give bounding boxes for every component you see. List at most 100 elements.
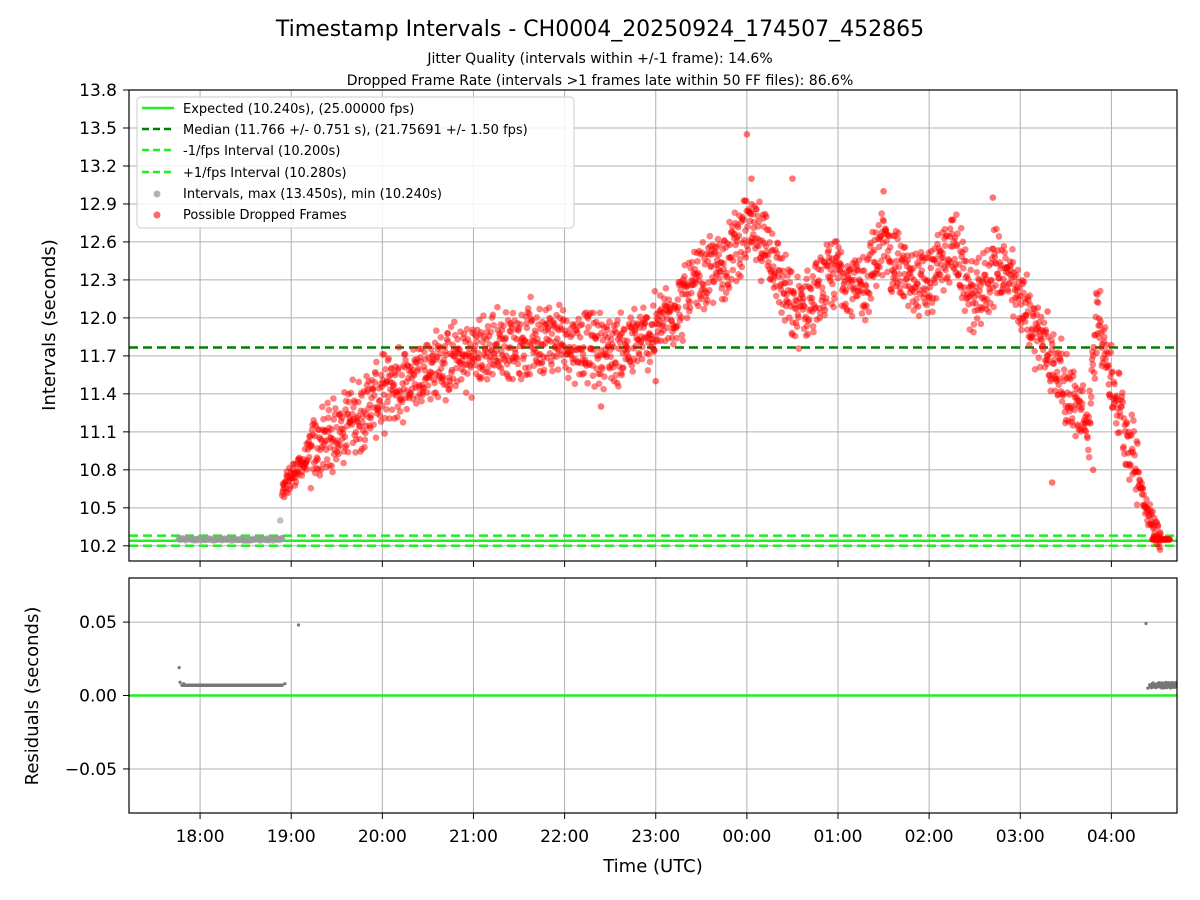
dropped-frame-point [822,295,830,302]
dropped-frame-point [801,303,808,310]
residual-point [1173,683,1177,687]
dropped-frame-point [910,307,917,314]
dropped-frame-point [883,237,890,245]
dropped-frame-point [388,406,396,413]
dropped-frame-point [590,346,598,353]
interval-point [219,536,227,543]
dropped-frame-point [791,332,799,340]
dropped-frame-point [380,351,388,358]
dropped-frame-point [590,309,597,317]
interval-point [228,536,236,543]
interval-point [256,536,263,543]
dropped-frame-point [502,334,509,342]
dropped-frame-point [1096,287,1104,295]
dropped-frame-point [390,381,398,389]
dropped-frame-point [628,362,636,369]
top-y-tick-label: 10.5 [79,499,117,519]
dropped-frame-point [914,280,922,288]
dropped-frame-point [372,370,379,378]
dropped-frame-point [589,372,597,380]
dropped-frame-point [579,350,587,358]
dropped-frame-point [454,336,461,343]
dropped-frame-point [790,290,798,297]
dropped-frame-point [813,259,820,266]
dropped-frame-point [900,293,908,300]
x-tick-label: 21:00 [449,827,498,847]
dropped-frame-point [394,403,402,410]
top-y-tick-label: 11.4 [79,385,117,405]
dropped-frame-point [816,314,824,322]
dropped-frame-point [973,315,981,322]
dropped-frame-point [1093,349,1100,356]
dropped-frame-point [314,456,322,463]
dropped-frame-point [552,353,560,361]
dropped-frame-point [1115,370,1123,377]
dropped-frame-point [964,275,972,283]
dropped-frame-point [547,338,555,345]
dropped-frame-point [484,322,492,330]
dropped-frame-point [584,379,591,387]
dropped-frame-point [735,232,743,240]
dropped-frame-point [463,325,471,333]
dropped-frame-point [915,262,922,269]
dropped-frame-point [942,266,949,274]
dropped-frame-point [329,468,336,476]
dropped-frame-point [520,342,527,350]
residual-point [280,683,284,687]
dropped-frame-point [599,365,606,372]
dropped-frame-point [596,309,604,317]
top-y-tick-label: 12.6 [79,233,117,253]
dropped-frame-point [858,310,866,317]
dropped-frame-point [514,360,522,368]
dropped-frame-point [391,371,399,379]
dropped-frame-point [986,289,994,296]
dropped-frame-point [927,264,935,272]
dropped-frame-point [1055,381,1063,388]
dropped-frame-point [970,328,977,336]
dropped-frame-point [371,392,378,399]
dropped-frame-point [412,400,420,407]
dropped-frame-point [1038,336,1046,344]
dropped-frame-point [308,442,315,450]
top-plot-ticks: 10.2 10.5 10.8 11.1 11.4 11.7 12.0 12.3 12.6 12.9… [79,81,1112,567]
dropped-frame-point [456,346,463,353]
dropped-frame-point [1048,346,1056,353]
dropped-frame-point [765,258,772,266]
dropped-frame-point [1048,479,1056,486]
dropped-frame-point [931,279,939,287]
dropped-frame-point [756,198,763,206]
dropped-frame-point [516,370,523,377]
dropped-frame-point [375,407,382,414]
dropped-frame-point [1012,301,1020,309]
dropped-frame-point [328,462,336,470]
dropped-frame-point [559,307,567,314]
dropped-frame-point [1086,387,1093,395]
dropped-frame-point [421,348,428,356]
dropped-frame-point [800,294,807,302]
dropped-frame-point [1079,387,1086,395]
dropped-frame-point [631,305,638,313]
dropped-frame-point [1050,356,1058,363]
dropped-frame-point [695,302,702,310]
dropped-frame-point [725,284,733,292]
top-y-tick-label: 10.2 [79,537,117,557]
residual-point [234,683,239,687]
dropped-frame-point [370,421,377,428]
x-tick-label: 20:00 [358,827,407,847]
x-axis-label: Time (UTC) [602,856,703,877]
dropped-frame-point [544,324,552,332]
dropped-frame-point [805,316,813,323]
dropped-frame-point [726,241,734,249]
dropped-frame-point [458,376,465,383]
dropped-frame-point [1102,355,1109,363]
dropped-frame-point [977,320,985,328]
dropped-frame-point [1085,413,1093,421]
dropped-frame-point [779,272,786,280]
dropped-frame-point [437,365,445,372]
dropped-frame-point [939,254,947,262]
dropped-frame-point [1112,419,1120,427]
dropped-frame-point [1069,421,1077,429]
dropped-frame-point [466,340,474,347]
dropped-frame-point [480,312,487,319]
dropped-frame-point [763,213,770,220]
